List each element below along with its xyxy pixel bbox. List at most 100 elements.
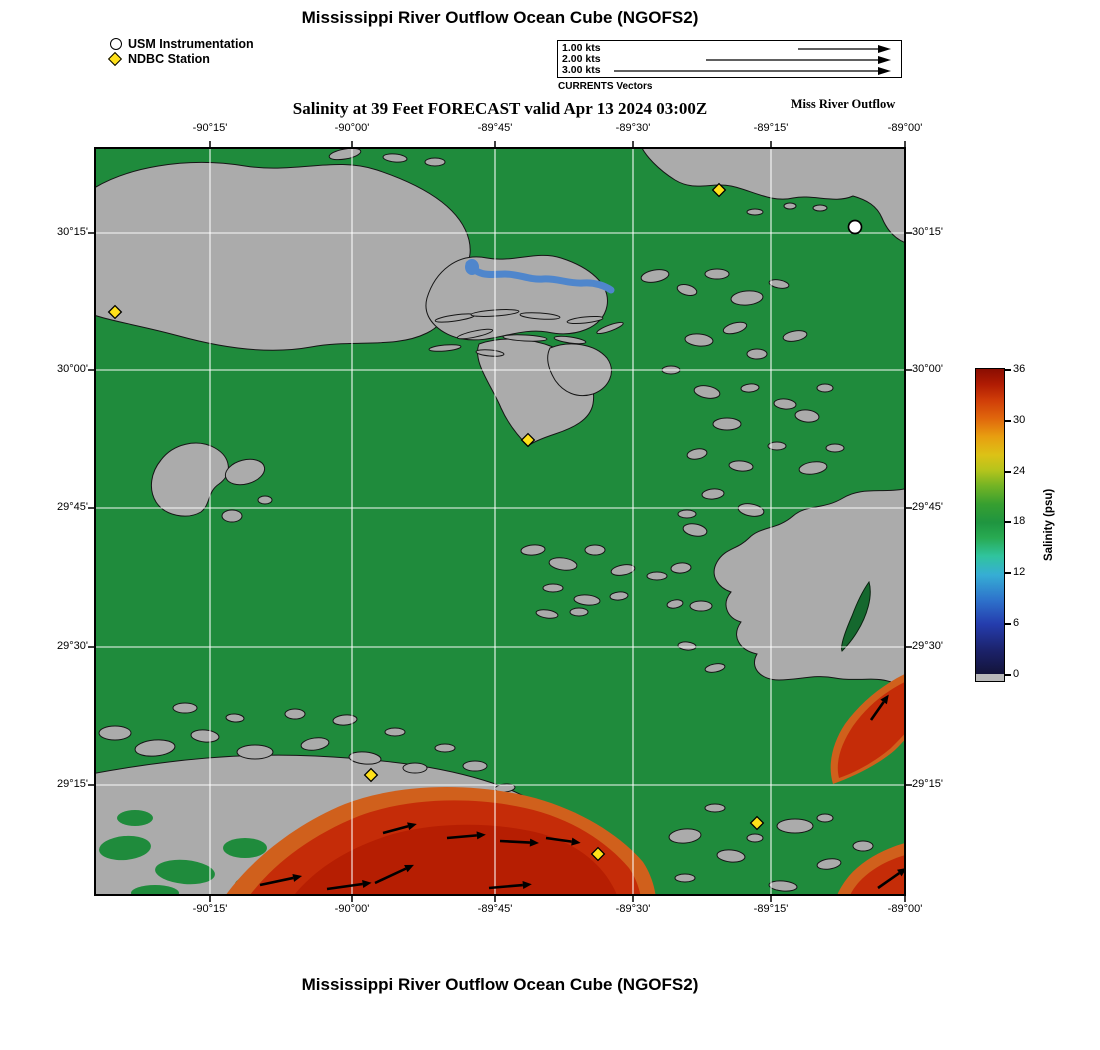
usm-station-marker (847, 219, 863, 235)
islet (542, 583, 564, 593)
islet (740, 383, 760, 393)
islet (284, 708, 306, 720)
islet (712, 417, 742, 431)
colorbar-tick-label: 6 (1013, 617, 1020, 629)
colorbar-tick (1005, 521, 1011, 523)
marsh-water-patch (117, 810, 153, 826)
land-northeast-coast (641, 148, 905, 244)
marsh-water-patch (131, 885, 179, 895)
ndbc-station-marker (363, 767, 379, 783)
y-tick-label: 29°45' (57, 501, 88, 513)
islet (596, 321, 624, 335)
x-tick-label: -90°15' (192, 903, 228, 915)
y-tick-label: 29°30' (912, 640, 943, 652)
islet (668, 828, 702, 844)
barrier-island-sliver (841, 580, 871, 652)
islet (535, 609, 559, 619)
islet (384, 727, 406, 737)
ndbc-station-marker (107, 304, 123, 320)
islet (689, 600, 713, 612)
salinity-plume-layer (225, 673, 905, 895)
river-layer (465, 259, 615, 294)
ndbc-station-marker (749, 815, 765, 831)
islet (520, 544, 546, 556)
usm-circle-icon (110, 37, 128, 50)
currents-speed-1: 1.00 kts (562, 42, 601, 54)
islet (816, 813, 834, 823)
current-vector-arrow (374, 864, 414, 885)
islet (190, 729, 220, 743)
islet (462, 760, 488, 772)
current-vectors-layer (259, 694, 905, 891)
islet (767, 441, 787, 451)
islet (701, 488, 725, 500)
colorbar-tick-label: 30 (1013, 414, 1026, 426)
x-tick-label: -89°45' (477, 122, 513, 134)
colorbar-tick (1005, 674, 1011, 676)
islet (730, 290, 764, 306)
islet (794, 409, 820, 423)
islet (816, 383, 834, 393)
islet (782, 330, 808, 342)
islet (573, 594, 601, 606)
colorbar-tick (1005, 369, 1011, 371)
islet (768, 880, 798, 892)
colorbar-tick-label: 12 (1013, 566, 1026, 578)
islet (584, 544, 606, 556)
islet (402, 762, 428, 774)
islet (776, 818, 814, 834)
graticule-layer (95, 148, 905, 895)
current-vector-arrow (869, 694, 889, 721)
current-vector-arrow (446, 831, 486, 840)
colorbar-tick (1005, 623, 1011, 625)
islet (746, 348, 768, 360)
colorbar-tick (1005, 471, 1011, 473)
islet (746, 208, 764, 216)
islet (728, 460, 754, 472)
islet (704, 268, 730, 280)
islet (519, 312, 561, 320)
islet (224, 458, 266, 486)
islet (646, 571, 668, 581)
currents-caption: CURRENTS Vectors (558, 81, 653, 92)
colorbar-tick (1005, 572, 1011, 574)
islet (456, 328, 494, 340)
y-tick-label: 30°00' (912, 363, 943, 375)
map-frame (94, 147, 906, 896)
islet (609, 591, 629, 601)
station-markers-layer (107, 182, 863, 862)
current-vector-arrow (382, 822, 417, 835)
islet (134, 739, 176, 757)
x-tick-label: -90°00' (334, 903, 370, 915)
currents-speed-3: 3.00 kts (562, 64, 601, 76)
figure-title-bottom: Mississippi River Outflow Ocean Cube (NG… (301, 975, 699, 994)
islet (428, 344, 462, 352)
islet (348, 751, 382, 765)
marsh-water-patch (99, 835, 151, 861)
islet (610, 564, 636, 576)
islet (704, 803, 726, 813)
ndbc-station-marker (520, 432, 536, 448)
current-vector-arrow (488, 881, 532, 890)
legend-usm-row: USM Instrumentation (110, 36, 254, 51)
islet (548, 557, 578, 571)
land-northwest-shore (95, 161, 471, 351)
islet (684, 333, 714, 347)
islet (682, 523, 708, 537)
colorbar-gradient (976, 369, 1004, 676)
y-tick-label: 30°15' (57, 226, 88, 238)
x-tick-label: -90°15' (192, 122, 228, 134)
islet (475, 349, 505, 357)
y-tick-label: 30°15' (912, 226, 943, 238)
forecast-subtitle: Salinity at 39 Feet FORECAST valid Apr 1… (292, 99, 708, 118)
legend-usm-label: USM Instrumentation (128, 36, 254, 51)
ndbc-station-marker (711, 182, 727, 198)
plume-east (837, 681, 905, 778)
x-tick-label: -89°30' (615, 122, 651, 134)
salinity-map (88, 141, 912, 902)
islet (98, 725, 132, 741)
plume-corner (850, 855, 905, 895)
x-tick-label: -89°30' (615, 903, 651, 915)
islet (825, 443, 845, 453)
islet (640, 269, 670, 283)
